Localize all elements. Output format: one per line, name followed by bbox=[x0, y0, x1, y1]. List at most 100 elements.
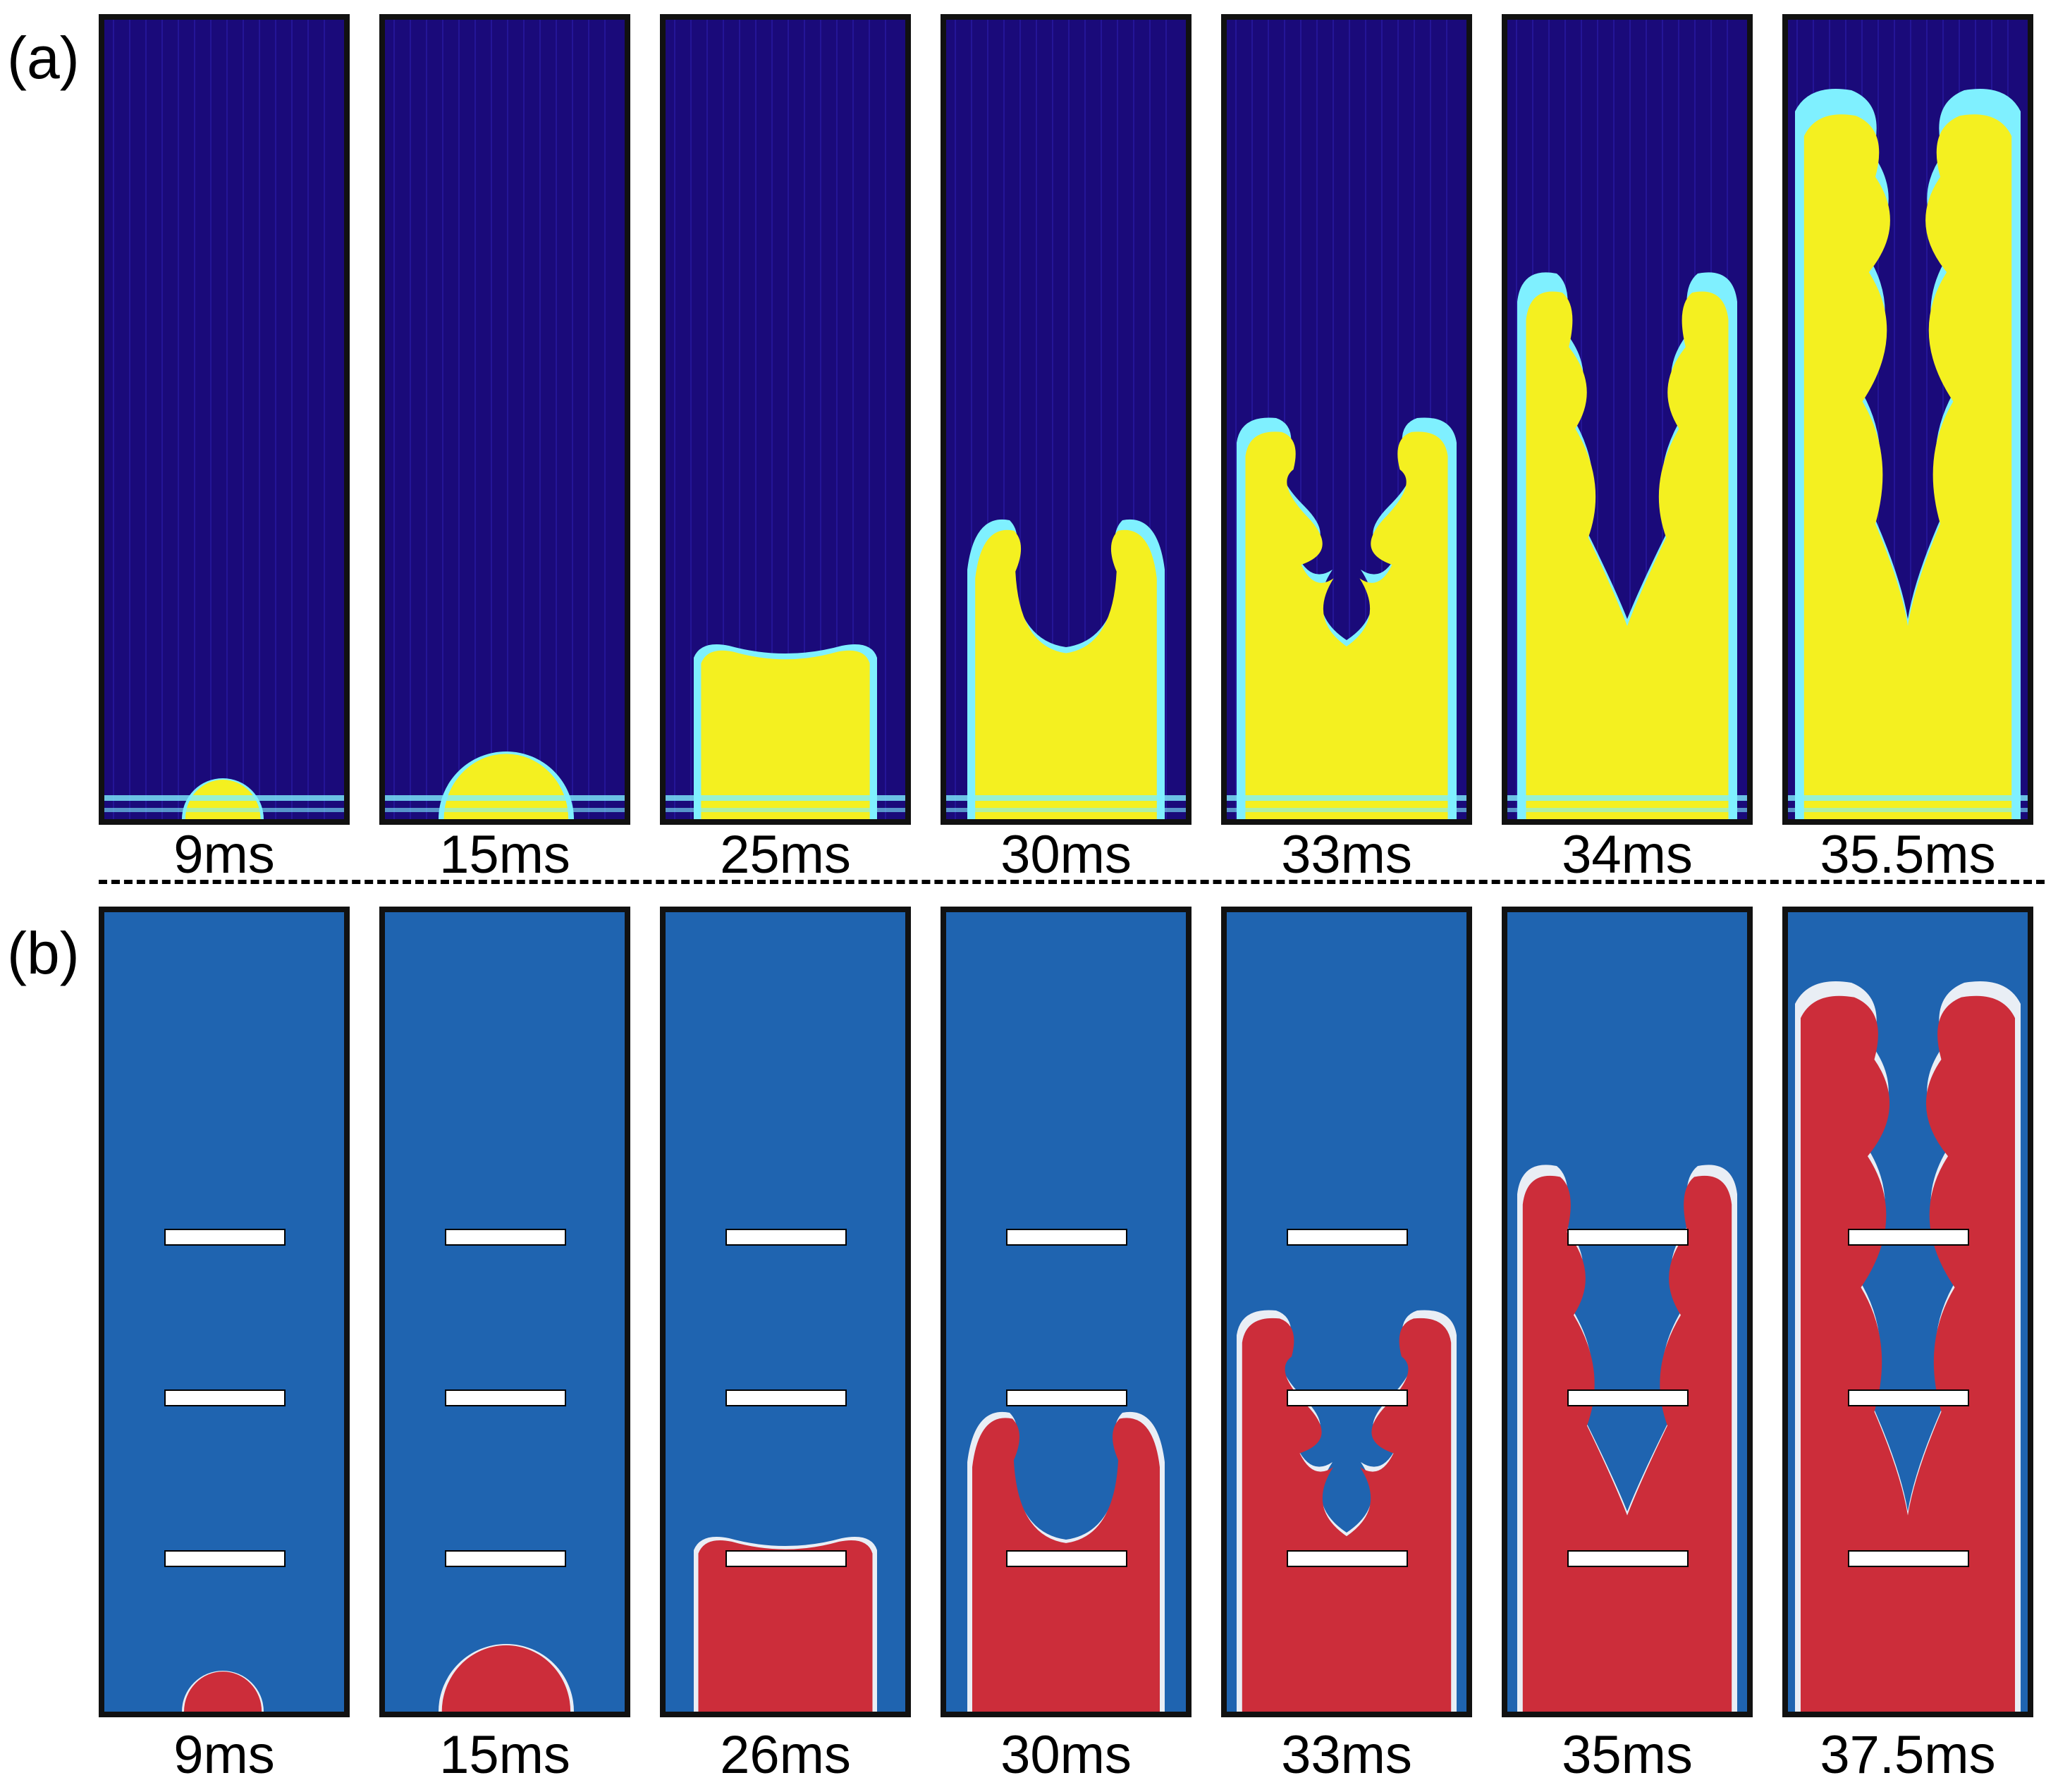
exp-frame-3-streak bbox=[804, 20, 805, 819]
exp-frame-2-streak bbox=[556, 20, 557, 819]
exp-frame-2-background bbox=[385, 20, 625, 819]
sim-frame-7-obstacle-2 bbox=[1848, 1389, 1969, 1406]
exp-frame-2-streak bbox=[507, 20, 508, 819]
exp-frame-2-streak bbox=[588, 20, 589, 819]
sim-frame-4 bbox=[941, 907, 1192, 1717]
sim-frame-7-obstacle-1 bbox=[1848, 1229, 1969, 1246]
exp-frame-4-base-band bbox=[946, 795, 1186, 801]
exp-time-label-4: 30ms bbox=[1000, 825, 1132, 885]
exp-frame-2-streak bbox=[474, 20, 476, 819]
exp-frame-4-streak bbox=[1165, 20, 1167, 819]
sim-frame-6 bbox=[1502, 907, 1753, 1717]
sim-frame-5 bbox=[1221, 907, 1472, 1717]
exp-frame-4-streak bbox=[1101, 20, 1102, 819]
sim-frame-2-background bbox=[385, 912, 625, 1712]
sim-frame-1-burned-region bbox=[184, 1671, 262, 1712]
exp-time-label-1: 9ms bbox=[173, 825, 275, 885]
row-a-label: (a) bbox=[7, 25, 80, 91]
exp-frame-3-streak bbox=[869, 20, 870, 819]
exp-frame-2-streak bbox=[410, 20, 411, 819]
exp-frame-7-streak bbox=[1877, 20, 1879, 819]
exp-frame-7-streak bbox=[1894, 20, 1895, 819]
exp-frame-6-streak bbox=[1646, 20, 1647, 819]
exp-frame-3-front-core bbox=[701, 650, 870, 819]
exp-frame-5-streak bbox=[1316, 20, 1318, 819]
sim-frame-2 bbox=[379, 907, 630, 1717]
exp-frame-2-streak bbox=[523, 20, 525, 819]
exp-frame-1-streak bbox=[210, 20, 212, 819]
exp-frame-1-background bbox=[104, 20, 344, 819]
exp-frame-4-front-core bbox=[975, 529, 1157, 819]
exp-time-label-6: 34ms bbox=[1562, 825, 1693, 885]
sim-frame-1-background bbox=[104, 912, 344, 1712]
exp-frame-3 bbox=[660, 14, 911, 825]
sim-frame-2-image bbox=[385, 912, 625, 1712]
exp-frame-4-base-band-2 bbox=[946, 808, 1186, 812]
sim-frame-4-image bbox=[946, 912, 1186, 1712]
exp-frame-7-base-band bbox=[1788, 795, 2028, 801]
sim-frame-6-obstacle-3 bbox=[1567, 1550, 1689, 1567]
exp-frame-6-streak bbox=[1516, 20, 1517, 819]
exp-frame-3-base-band bbox=[666, 795, 905, 801]
exp-frame-2-streak bbox=[604, 20, 606, 819]
exp-frame-5-streak bbox=[1397, 20, 1399, 819]
exp-frame-7 bbox=[1782, 14, 2033, 825]
exp-frame-1-base-band bbox=[104, 795, 344, 801]
sim-frame-3-burned-region bbox=[698, 1540, 873, 1712]
exp-frame-1-streak bbox=[324, 20, 325, 819]
exp-frame-7-base-band-2 bbox=[1788, 808, 2028, 812]
exp-frame-3-streak bbox=[885, 20, 886, 819]
exp-frame-3-base-band-2 bbox=[666, 808, 905, 812]
exp-frame-6-base-band-2 bbox=[1507, 808, 1747, 812]
exp-frame-3-streak bbox=[820, 20, 821, 819]
exp-frame-1-streak bbox=[259, 20, 260, 819]
exp-frame-2-base-band bbox=[385, 795, 625, 801]
exp-frame-6-front-core bbox=[1526, 291, 1729, 819]
sim-frame-2-burned-region bbox=[441, 1645, 571, 1712]
exp-frame-5-streak bbox=[1333, 20, 1334, 819]
sim-frame-7-obstacle-3 bbox=[1848, 1550, 1969, 1567]
exp-frame-4-streak bbox=[955, 20, 956, 819]
exp-frame-3-streak bbox=[852, 20, 854, 819]
exp-frame-6-image bbox=[1507, 20, 1747, 819]
sim-frame-7-image bbox=[1788, 912, 2028, 1712]
sim-frame-2-obstacle-1 bbox=[445, 1229, 566, 1246]
sim-frame-6-image bbox=[1507, 912, 1747, 1712]
exp-frame-1 bbox=[99, 14, 350, 825]
sim-frame-6-burned-region bbox=[1522, 1175, 1732, 1712]
exp-frame-1-streak bbox=[243, 20, 244, 819]
sim-frame-7 bbox=[1782, 907, 2033, 1717]
sim-frame-1-image bbox=[104, 912, 344, 1712]
exp-frame-4-streak bbox=[1036, 20, 1037, 819]
exp-frame-2-front-core bbox=[443, 754, 569, 819]
exp-frame-1-streak bbox=[275, 20, 276, 819]
exp-frame-4-image bbox=[946, 20, 1186, 819]
exp-frame-3-streak bbox=[674, 20, 675, 819]
exp-frame-5-streak bbox=[1349, 20, 1350, 819]
exp-frame-5 bbox=[1221, 14, 1472, 825]
exp-frame-4-streak bbox=[987, 20, 988, 819]
sim-frame-7-burned-region bbox=[1801, 995, 2015, 1712]
row-b-label: (b) bbox=[7, 920, 80, 986]
exp-frame-6-streak bbox=[1662, 20, 1663, 819]
sim-frame-4-obstacle-2 bbox=[1006, 1389, 1127, 1406]
sim-frame-2-obstacle-2 bbox=[445, 1389, 566, 1406]
sim-frame-6-obstacle-1 bbox=[1567, 1229, 1689, 1246]
exp-frame-2-streak bbox=[458, 20, 460, 819]
exp-frame-5-streak bbox=[1251, 20, 1253, 819]
exp-time-label-5: 33ms bbox=[1281, 825, 1412, 885]
exp-frame-4-streak bbox=[1052, 20, 1053, 819]
exp-frame-3-streak bbox=[690, 20, 692, 819]
sim-frame-6-obstacle-2 bbox=[1567, 1389, 1689, 1406]
exp-frame-3-streak bbox=[836, 20, 838, 819]
exp-frame-5-streak bbox=[1381, 20, 1383, 819]
exp-frame-1-streak bbox=[194, 20, 195, 819]
sim-frame-5-obstacle-2 bbox=[1287, 1389, 1408, 1406]
exp-frame-2 bbox=[379, 14, 630, 825]
sim-time-label-1: 9ms bbox=[173, 1725, 275, 1785]
exp-time-label-7: 35.5ms bbox=[1820, 825, 1996, 885]
exp-frame-7-front-core bbox=[1803, 114, 2012, 819]
sim-time-label-3: 26ms bbox=[720, 1725, 851, 1785]
exp-frame-5-streak bbox=[1300, 20, 1301, 819]
sim-time-label-4: 30ms bbox=[1000, 1725, 1132, 1785]
